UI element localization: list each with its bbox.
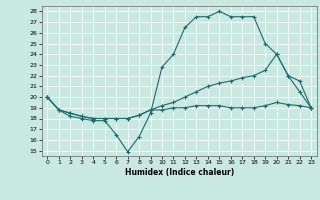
X-axis label: Humidex (Indice chaleur): Humidex (Indice chaleur) [124, 168, 234, 177]
